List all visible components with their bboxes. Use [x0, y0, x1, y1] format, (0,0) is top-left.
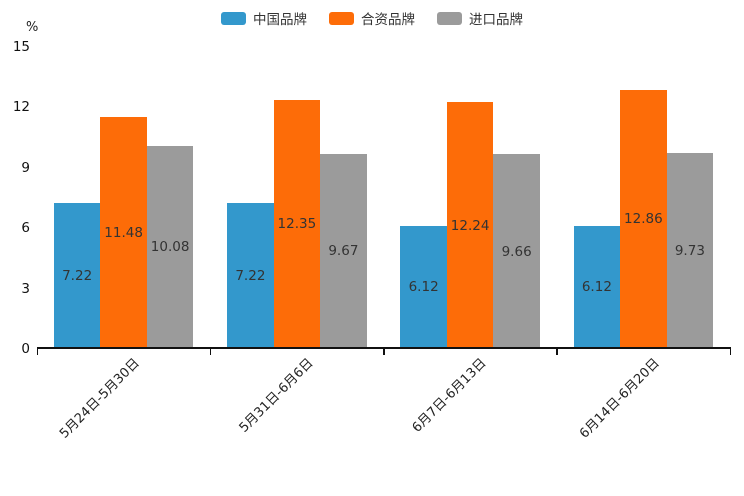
x-axis-tick: [209, 349, 212, 355]
y-axis-tick-label: 0: [21, 341, 30, 357]
bar-value-label: 12.35: [277, 216, 317, 233]
bar: 9.73: [666, 152, 714, 349]
x-axis-tick: [556, 349, 558, 355]
y-axis-tick-label: 6: [21, 220, 30, 236]
bar: 9.67: [320, 153, 367, 349]
bar-value-label: 7.22: [235, 268, 266, 285]
bar: 7.22: [53, 203, 101, 349]
y-axis-tick-label: 9: [21, 159, 30, 176]
legend-swatch-icon: [221, 11, 246, 25]
legend-swatch-icon: [437, 11, 462, 25]
y-axis-unit-label: %: [26, 20, 39, 35]
y-axis-tick-label: 3: [21, 280, 30, 297]
x-axis-tick: [36, 349, 38, 355]
bar-value-label: 12.86: [624, 211, 663, 228]
legend: 中国品牌 合资品牌 进口品牌: [0, 8, 744, 28]
bar-value-label: 12.24: [450, 217, 490, 234]
bar-value-label: 7.22: [62, 268, 93, 285]
bar: 12.86: [620, 89, 667, 349]
bar-value-label: 9.66: [501, 243, 532, 260]
x-axis-tick: [729, 349, 731, 355]
legend-item-2[interactable]: 合资品牌: [329, 8, 415, 28]
x-axis-tick: [383, 349, 385, 355]
bar-value-label: 10.08: [150, 239, 190, 256]
x-axis-category-label: 5月31日-6月6日: [236, 355, 317, 436]
bar: 9.66: [493, 154, 540, 349]
bar: 12.35: [273, 99, 321, 349]
y-axis-tick-label: 15: [12, 38, 30, 55]
bar-value-label: 9.67: [328, 243, 359, 260]
y-axis-tick-label: 12: [12, 99, 30, 115]
bar-value-label: 9.73: [674, 242, 705, 259]
legend-item-3[interactable]: 进口品牌: [437, 8, 523, 28]
bar-value-label: 11.48: [104, 225, 143, 242]
x-axis-category-label: 5月24日-5月30日: [57, 355, 144, 442]
legend-label: 中国品牌: [253, 12, 307, 28]
bar: 6.12: [400, 225, 447, 349]
x-axis-category-label: 6月14日-6月20日: [577, 355, 663, 442]
legend-label: 进口品牌: [469, 12, 523, 28]
bar: 10.08: [146, 145, 194, 349]
bar-value-label: 6.12: [581, 279, 612, 296]
bar: 6.12: [573, 225, 621, 349]
bar: 12.24: [446, 102, 494, 349]
legend-item-1[interactable]: 中国品牌: [221, 8, 307, 28]
bar: 7.22: [227, 203, 274, 349]
x-axis-category-label: 6月7日-6月13日: [409, 355, 490, 436]
bar: 11.48: [100, 117, 147, 349]
legend-label: 合资品牌: [361, 12, 415, 28]
legend-swatch-icon: [329, 11, 354, 25]
x-axis-line: [37, 347, 731, 349]
bar-value-label: 6.12: [408, 279, 439, 296]
